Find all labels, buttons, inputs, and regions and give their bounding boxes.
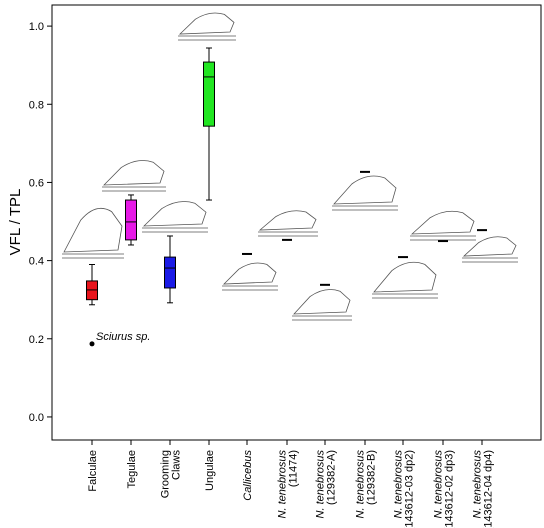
y-tick-label: 0.2 [29,334,44,346]
bone-outline [333,175,397,205]
x-tick-label: (11474) [288,450,300,487]
x-tick-label: Falculae [87,450,99,492]
x-tick-label: (143612-03 dp2) [404,450,416,528]
box [164,256,176,289]
x-tick-label: N. tenebrosus [355,450,367,519]
box [203,61,215,127]
x-tick-label: N. tenebrosus [393,450,405,519]
x-tick-label: (129382-B) [366,450,378,505]
bone-outline [63,207,123,253]
bone-outline [178,12,235,35]
bone-outline [258,210,317,231]
x-tick-label: Ungulae [204,450,216,491]
y-tick-label: 0.4 [29,256,44,268]
x-tick-label: (143612-04 dp4) [483,450,495,528]
x-tick-label: Tegulae [126,450,138,489]
y-tick-label: 1.0 [29,21,44,33]
y-tick-label: 0.0 [29,412,44,424]
bone-outline [373,261,437,293]
bone-thumbnails [62,12,518,321]
bone-outline [222,262,277,285]
x-tick-label: (129382-A) [326,450,338,505]
x-tick-label: Callicebus [242,450,254,501]
y-tick-label: 0.6 [29,177,44,189]
outlier-label: Sciurus sp. [96,331,150,343]
x-tick-label: N. tenebrosus [277,450,289,519]
plot-frame [51,4,542,441]
x-tick-label: Grooming [160,450,172,498]
box [125,199,137,241]
outlier [89,341,95,347]
bone-outline [103,160,165,186]
x-tick-label: N. tenebrosus [315,450,327,519]
x-tick-label: Claws [171,450,183,480]
x-tick-label: N. tenebrosus [433,450,445,519]
bone-outline [462,236,517,257]
bone-outline [142,201,207,227]
x-tick-label: N. tenebrosus [472,450,484,519]
y-tick-label: 0.8 [29,99,44,111]
bone-outline [410,210,475,235]
y-axis-label: VFL / TPL [7,189,24,256]
x-tick-label: (143612-02 dp3) [444,450,456,528]
bone-outline [293,289,351,315]
